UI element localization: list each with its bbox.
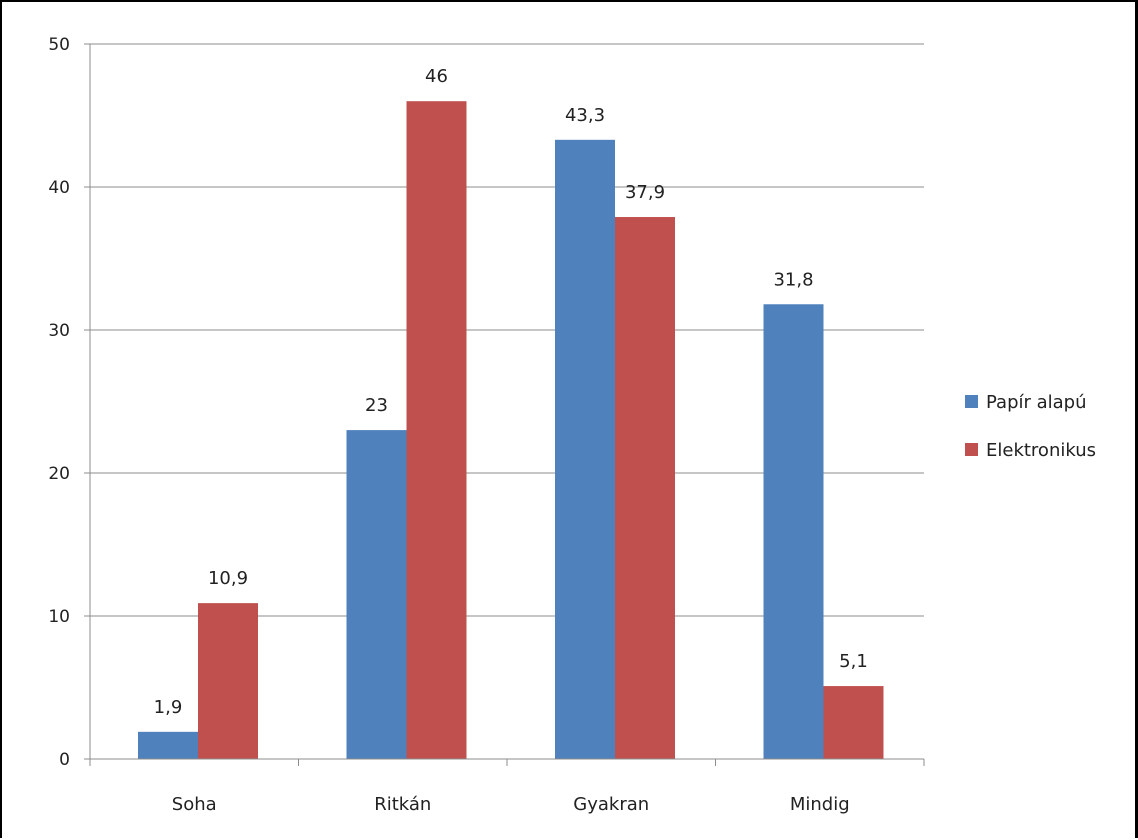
bar [823,686,884,759]
y-tick-label: 40 [48,178,70,198]
legend: Papír alapú Elektronikus [965,392,1096,461]
data-labels: 1,9 23 43,3 31,8 10,9 46 37,9 5,1 [154,66,868,718]
x-category-label: Mindig [790,794,850,815]
bar [198,603,258,759]
legend-label: Elektronikus [986,440,1096,461]
y-tick-label: 10 [48,607,70,627]
y-tick-label: 20 [48,464,70,484]
x-axis-ticks: Soha Ritkán Gyakran Mindig [89,759,925,815]
data-label: 43,3 [565,105,605,126]
bar [615,217,675,759]
x-category-label: Ritkán [374,794,431,815]
data-label: 31,8 [773,269,813,290]
bars [138,101,884,759]
bar [763,304,824,759]
x-category-label: Gyakran [573,794,649,815]
data-label: 37,9 [625,182,665,203]
x-category-label: Soha [172,794,217,815]
y-tick-label: 30 [48,321,70,341]
bar [406,101,467,759]
bar [346,430,407,759]
data-label: 23 [365,395,388,416]
data-label: 10,9 [208,568,248,589]
bar [138,731,198,759]
y-tick-label: 0 [59,750,70,770]
legend-swatch [965,443,978,456]
data-label: 1,9 [154,697,183,718]
bar [555,139,615,759]
legend-swatch [965,395,978,408]
data-label: 5,1 [839,651,868,672]
y-axis-ticks: 0 10 20 30 40 50 [48,35,90,770]
legend-label: Papír alapú [986,392,1087,413]
data-label: 46 [425,66,448,87]
y-tick-label: 50 [48,35,70,55]
